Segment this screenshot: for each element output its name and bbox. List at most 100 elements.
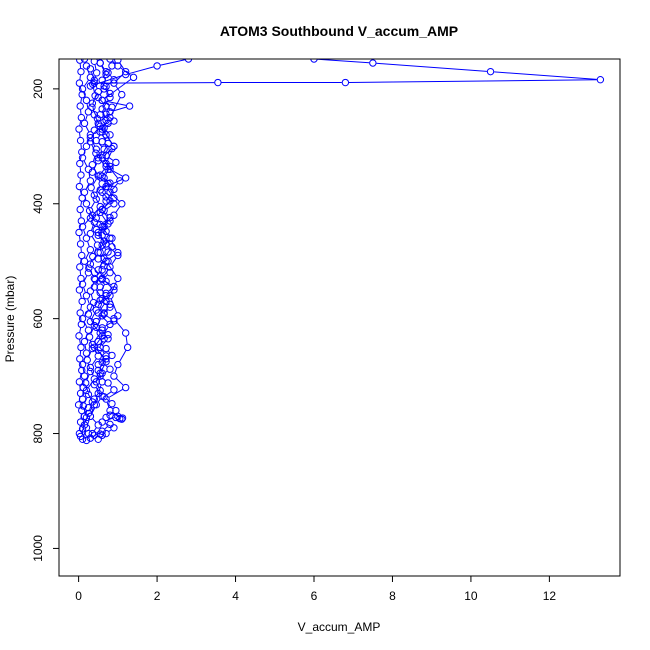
- data-point: [108, 144, 116, 153]
- series-segment: [101, 215, 107, 222]
- series-segment: [102, 301, 108, 306]
- series-segment: [103, 186, 107, 190]
- series-segment: [160, 59, 186, 66]
- data-point: [106, 234, 114, 242]
- series-segment: [104, 194, 108, 199]
- series-segment: [103, 146, 107, 152]
- series-segment: [90, 401, 93, 405]
- series-segment: [99, 272, 105, 279]
- series-segment: [115, 321, 124, 331]
- data-point: [100, 206, 108, 215]
- series-segment: [92, 418, 97, 423]
- data-point: [94, 154, 102, 162]
- series-segment: [92, 209, 99, 216]
- series-segment: [91, 72, 94, 78]
- data-point: [102, 358, 110, 366]
- series-segment: [79, 86, 82, 92]
- data-point: [83, 356, 91, 364]
- series-segment: [85, 115, 88, 121]
- series-segment: [109, 75, 112, 78]
- x-tick-label: 6: [311, 589, 318, 603]
- series-segment: [101, 246, 105, 250]
- series-segment: [92, 190, 96, 197]
- data-point: [100, 85, 108, 93]
- data-point: [106, 197, 114, 205]
- series-segment: [119, 350, 127, 362]
- data-point: [76, 309, 84, 317]
- data-point: [80, 119, 89, 128]
- series-segment: [79, 362, 82, 367]
- series-segment: [102, 117, 106, 122]
- series-segment: [101, 169, 105, 173]
- data-point: [84, 108, 93, 116]
- data-point: [90, 126, 99, 134]
- data-point: [100, 309, 108, 317]
- data-point: [100, 393, 108, 401]
- data-point: [102, 227, 110, 236]
- y-tick-label: 800: [31, 423, 45, 443]
- series-segment: [88, 351, 92, 357]
- data-point: [80, 372, 89, 380]
- series-segment: [112, 194, 120, 202]
- data-point: [88, 344, 97, 353]
- data-series: [86, 59, 193, 90]
- data-point: [110, 142, 118, 151]
- data-point: [77, 217, 86, 225]
- series-segment: [129, 66, 154, 75]
- data-point: [104, 119, 112, 128]
- series-segment: [89, 340, 92, 346]
- series-segment: [89, 259, 93, 265]
- series-segment: [95, 281, 99, 285]
- series-segment: [104, 95, 108, 99]
- series-segment: [94, 174, 101, 182]
- data-point: [96, 283, 104, 291]
- series-segment: [107, 192, 113, 199]
- data-series: [74, 59, 86, 409]
- data-point: [310, 59, 318, 63]
- series-segment: [113, 106, 127, 112]
- series-segment: [84, 217, 91, 225]
- x-tick-label: 12: [543, 589, 557, 603]
- series-segment: [106, 122, 112, 127]
- series-segment: [348, 79, 597, 84]
- series-segment: [99, 151, 103, 156]
- series-segment: [111, 97, 121, 115]
- series-segment: [86, 374, 90, 380]
- series-segment: [108, 388, 123, 398]
- series-segment: [104, 247, 107, 250]
- series-segment: [97, 82, 215, 84]
- data-point: [102, 289, 110, 298]
- series-segment: [97, 232, 103, 239]
- data-series: [78, 59, 102, 433]
- data-point: [92, 378, 100, 386]
- series-segment: [85, 264, 88, 270]
- data-point: [75, 182, 84, 191]
- data-series: [106, 411, 127, 423]
- data-point: [106, 131, 114, 139]
- series-segment: [83, 287, 86, 293]
- series-segment: [101, 108, 105, 113]
- data-point: [116, 414, 124, 423]
- series-segment: [119, 62, 125, 69]
- data-point: [98, 324, 106, 332]
- data-point: [84, 403, 93, 412]
- y-tick-label: 400: [31, 193, 45, 213]
- series-segment: [114, 367, 118, 373]
- series-segment: [91, 407, 96, 414]
- series-segment: [105, 322, 112, 327]
- series-segment: [95, 198, 99, 204]
- data-point: [102, 102, 110, 110]
- data-point: [76, 389, 85, 398]
- data-point: [102, 352, 110, 360]
- data-point: [106, 291, 114, 300]
- series-segment: [99, 367, 102, 371]
- series-segment: [99, 306, 103, 311]
- data-point: [98, 231, 106, 240]
- series-segment: [85, 183, 90, 190]
- data-point: [102, 240, 110, 248]
- series-segment: [103, 263, 107, 268]
- series-segment: [85, 252, 90, 259]
- series-segment: [79, 155, 82, 161]
- data-point: [92, 149, 100, 157]
- data-point: [92, 69, 101, 77]
